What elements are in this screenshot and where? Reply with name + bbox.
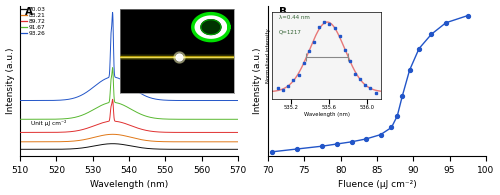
X-axis label: Wavelength (nm): Wavelength (nm) xyxy=(90,180,168,190)
X-axis label: Fluence (μJ cm⁻²): Fluence (μJ cm⁻²) xyxy=(338,180,416,190)
Legend: 70.03, 83.21, 89.72, 91.67, 93.26: 70.03, 83.21, 89.72, 91.67, 93.26 xyxy=(22,7,46,36)
Y-axis label: Intensity (a.u.): Intensity (a.u.) xyxy=(6,48,15,114)
Text: Unit μJ cm⁻²: Unit μJ cm⁻² xyxy=(31,120,66,126)
Text: A: A xyxy=(24,7,32,17)
Y-axis label: Intensity (a.u.): Intensity (a.u.) xyxy=(254,48,262,114)
Text: B: B xyxy=(279,7,287,17)
